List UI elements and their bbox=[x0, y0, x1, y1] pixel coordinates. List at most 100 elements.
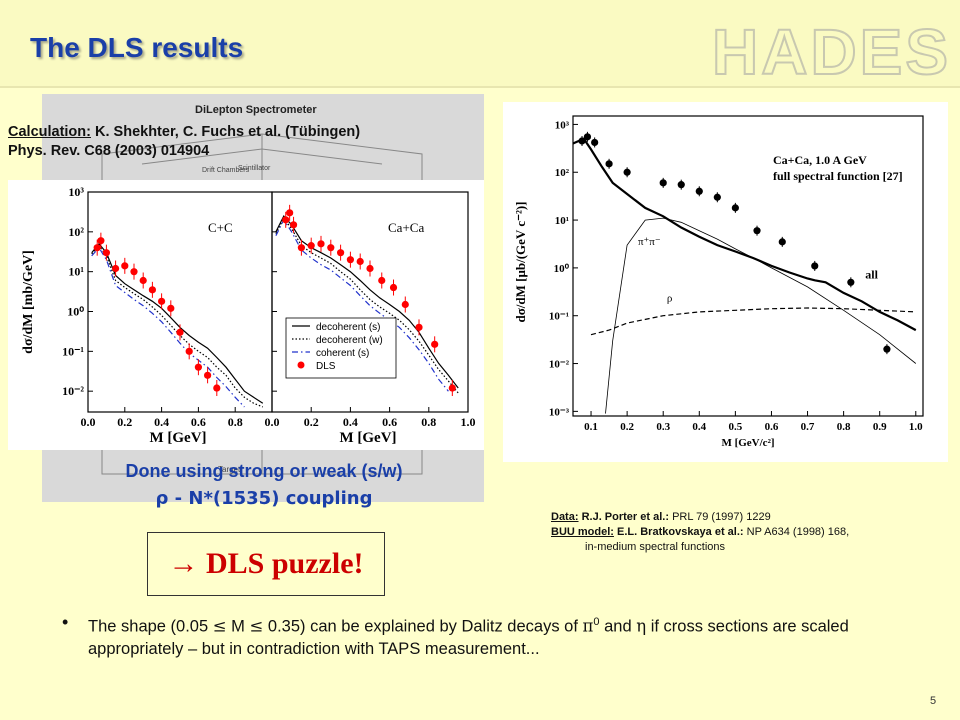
ref-buu-journal: NP A634 (1998) 168, bbox=[746, 526, 850, 538]
ref-buu-note: in-medium spectral functions bbox=[585, 541, 726, 553]
panel-cc-ytick-label: 10² bbox=[68, 225, 84, 239]
panel-caca-data-point bbox=[366, 264, 374, 273]
ref-buu-authors: E.L. Bratkovskaya et al.: bbox=[617, 526, 744, 538]
right-marks: 0.1 0.2 0.3 0.4 0.5 0.6 0.7 0.8 0.9 1.0 10⁻³ 10⁻² 10… bbox=[513, 115, 924, 449]
panel-cc-data-point bbox=[194, 363, 202, 371]
panel-cc-data-point bbox=[97, 237, 105, 245]
ref-buu-label: BUU model: bbox=[551, 526, 614, 538]
panel-right-ytick-label: 10³ bbox=[555, 119, 570, 131]
panel-cc-data-point bbox=[139, 276, 147, 285]
panel-right-ytick-label: 10⁻¹ bbox=[549, 311, 569, 323]
panel-caca-series-coherents bbox=[275, 218, 449, 392]
panel-cc-ytick-label: 10³ bbox=[68, 185, 84, 199]
panel-right-data-point bbox=[847, 278, 855, 286]
panel-caca-data-point bbox=[415, 323, 423, 331]
label-rho: ρ bbox=[667, 292, 673, 304]
legend-box bbox=[285, 317, 397, 379]
detector-title: DiLepton Spectrometer bbox=[195, 104, 317, 116]
pi-superscript: 0 bbox=[593, 616, 600, 628]
panel-right-ytick-label: 10⁻² bbox=[549, 359, 570, 371]
panel-caca-data-point bbox=[337, 249, 345, 257]
bullet-text: The shape (0.05 ≤ M ≤ 0.35) can be expla… bbox=[88, 611, 948, 660]
panel-caca-data-point bbox=[378, 276, 386, 285]
caption-line-1: Done using strong or weak (s/w) bbox=[125, 461, 403, 481]
calc-ref: Phys. Rev. C68 (2003) 014904 bbox=[8, 143, 210, 159]
panel-caca-data-point bbox=[431, 340, 439, 348]
panel-caca-xtick-label: 0.4 bbox=[343, 415, 358, 429]
panel-caca-data-point bbox=[307, 242, 315, 250]
panel-cc-series-decoherents bbox=[91, 242, 264, 404]
right-annotation-1: Ca+Ca, 1.0 A GeV bbox=[773, 153, 867, 167]
panel-right-frame bbox=[572, 115, 924, 417]
panel-caca-data-point bbox=[327, 244, 335, 252]
le-symbol-1: ≤ bbox=[212, 616, 227, 636]
panel-cc-xtick-label: 0.2 bbox=[117, 415, 132, 429]
references: Data: R.J. Porter et al.: PRL 79 (1997) … bbox=[551, 510, 849, 555]
panel-right-series- bbox=[590, 307, 916, 336]
panel-right-data-point bbox=[713, 193, 721, 201]
panel-right-xtick-label: 0.3 bbox=[656, 421, 670, 433]
panel-right-series-all bbox=[572, 137, 917, 332]
panel-caca-data-point bbox=[317, 240, 325, 248]
detector-label-scintillator: Scintillator bbox=[238, 165, 271, 172]
panel-caca-xtick-label: 1.0 bbox=[461, 415, 476, 429]
hades-logo: HADES bbox=[711, 15, 951, 89]
panel-right-data-point bbox=[583, 133, 592, 141]
logo-text: HADES bbox=[712, 16, 951, 88]
legend-swatch-dls bbox=[297, 361, 305, 369]
header-divider bbox=[0, 86, 960, 88]
panel-caca-data-point bbox=[282, 216, 290, 224]
panel-caca-frame bbox=[271, 191, 469, 413]
panel-cc-data-point bbox=[176, 328, 184, 336]
panel-right-xtick-label: 0.1 bbox=[584, 421, 598, 433]
le-symbol-2: ≤ bbox=[249, 616, 264, 636]
panel-caca-series-decoherents bbox=[275, 214, 459, 389]
bullet-part-4: and bbox=[599, 617, 637, 636]
panel-right-xtick-label: 0.8 bbox=[837, 421, 851, 433]
panel-cc-xtick-label: 0.6 bbox=[191, 415, 206, 429]
panel-caca-xtick-label: 0.6 bbox=[382, 415, 397, 429]
panel-right-xtick-label: 0.7 bbox=[801, 421, 815, 433]
right-annotation-2: full spectral function [27] bbox=[773, 169, 903, 183]
bullet-part-3: 0.35) can be explained by Dalitz decays … bbox=[263, 617, 583, 636]
panel-right-data-point bbox=[605, 160, 613, 168]
panel-right-xtick-label: 0.6 bbox=[765, 421, 779, 433]
legend-entry: decoherent (s) bbox=[316, 322, 380, 333]
eta-symbol: η bbox=[636, 616, 647, 636]
panel-cc-xtick-label: 0.4 bbox=[154, 415, 169, 429]
legend-entry: DLS bbox=[316, 361, 336, 372]
bullet-marker: • bbox=[62, 612, 69, 632]
left-marks: 0.0 0.2 0.4 0.6 0.8 10⁻² 10⁻¹ 10⁰ 10¹ 10² 10³ 0.0 0.… bbox=[21, 185, 476, 446]
panel-cc-data-point bbox=[102, 249, 110, 257]
panel-cc-data-point bbox=[121, 262, 129, 270]
panel-right-xtick-label: 0.5 bbox=[728, 421, 742, 433]
ref-data-label: Data: bbox=[551, 511, 579, 523]
panel-right-data-point bbox=[659, 179, 667, 187]
panel-cc-ytick-label: 10⁰ bbox=[67, 305, 84, 319]
bratkovskaya-chart: 0.1 0.2 0.3 0.4 0.5 0.6 0.7 0.8 0.9 1.0 10⁻³ 10⁻² 10… bbox=[503, 102, 948, 462]
panel-caca-data-point bbox=[389, 283, 398, 292]
panel-right-ytick-label: 10¹ bbox=[555, 215, 569, 227]
panel-cc-ytick-label: 10¹ bbox=[68, 265, 84, 279]
panel-caca-xtick-label: 0.2 bbox=[304, 415, 319, 429]
panel-caca-data-point bbox=[346, 256, 354, 264]
calc-label: Calculation: bbox=[8, 124, 91, 140]
right-ylabel: dσ/dM [μb/(GeV c⁻²)] bbox=[513, 201, 528, 322]
detector-label-target: Target bbox=[218, 465, 241, 474]
caption: Done using strong or weak (s/w) ρ - N*(1… bbox=[44, 458, 484, 512]
panel-right-xtick-label: 1.0 bbox=[909, 421, 923, 433]
panel-right-ytick-label: 10² bbox=[555, 167, 570, 179]
panel-cc-ytick-label: 10⁻² bbox=[62, 384, 84, 398]
panel-cc-data-point bbox=[167, 304, 175, 312]
dls-puzzle-box: → DLS puzzle! bbox=[147, 532, 385, 596]
panel-caca-xtick-label: 0.0 bbox=[265, 415, 280, 429]
page-number: 5 bbox=[930, 695, 937, 707]
panel-cc-data-point bbox=[204, 371, 212, 379]
ref-data-journal: PRL 79 (1997) 1229 bbox=[672, 511, 771, 523]
panel-right-xtick-label: 0.9 bbox=[873, 421, 887, 433]
label-pipi: π⁺π⁻ bbox=[638, 236, 661, 248]
panel-right-data-point bbox=[883, 345, 891, 353]
cc-xlabel: M [GeV] bbox=[149, 430, 206, 446]
panel-right-ytick-label: 10⁰ bbox=[554, 263, 570, 275]
panel-right-data-point bbox=[695, 187, 703, 195]
